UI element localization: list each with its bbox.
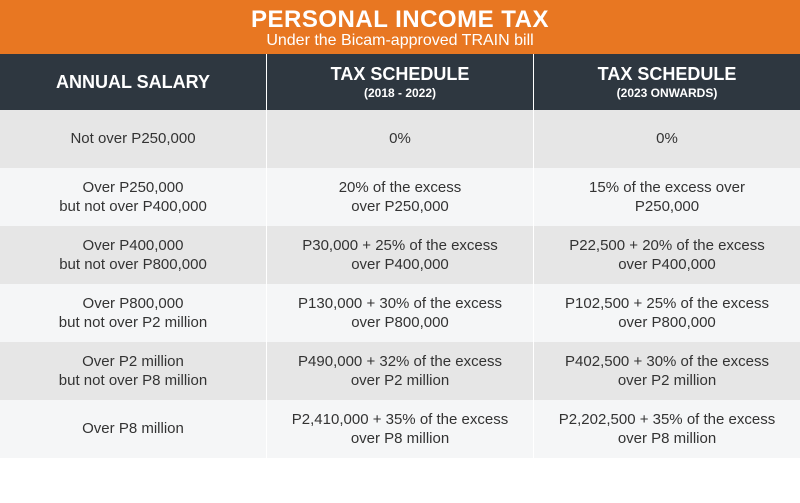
salary-cell: Over P2 millionbut not over P8 million [0,342,266,400]
cell-line: over P250,000 [351,197,449,217]
cell-line: over P400,000 [351,255,449,275]
tax-table-container: PERSONAL INCOME TAX Under the Bicam-appr… [0,0,800,458]
cell-line: Not over P250,000 [70,129,195,149]
cell-line: P130,000 + 30% of the excess [298,294,502,314]
cell-line: 0% [656,129,678,149]
tax-2018-cell: P30,000 + 25% of the excessover P400,000 [266,226,533,284]
column-header-row: ANNUAL SALARY TAX SCHEDULE (2018 - 2022)… [0,54,800,110]
header: PERSONAL INCOME TAX Under the Bicam-appr… [0,0,800,54]
cell-line: Over P8 million [82,419,184,439]
column-header-label: TAX SCHEDULE [542,64,792,85]
cell-line: over P2 million [618,371,716,391]
cell-line: P490,000 + 32% of the excess [298,352,502,372]
header-title: PERSONAL INCOME TAX [0,6,800,34]
salary-cell: Over P400,000but not over P800,000 [0,226,266,284]
cell-line: over P800,000 [618,313,716,333]
tax-2023-cell: P402,500 + 30% of the excessover P2 mill… [533,342,800,400]
tax-2023-cell: 0% [533,110,800,168]
cell-line: over P8 million [618,429,716,449]
cell-line: P30,000 + 25% of the excess [302,236,498,256]
salary-cell: Over P800,000but not over P2 million [0,284,266,342]
cell-line: Over P2 million [82,352,184,372]
cell-line: over P800,000 [351,313,449,333]
cell-line: 15% of the excess over [589,178,745,198]
cell-line: Over P400,000 [83,236,184,256]
cell-line: P2,410,000 + 35% of the excess [292,410,508,430]
tax-2018-cell: P2,410,000 + 35% of the excessover P8 mi… [266,400,533,458]
column-header-2018: TAX SCHEDULE (2018 - 2022) [266,54,533,110]
cell-line: but not over P400,000 [59,197,207,217]
column-header-label: ANNUAL SALARY [56,72,210,93]
table-row: Over P8 million P2,410,000 + 35% of the e… [0,400,800,458]
cell-line: Over P250,000 [83,178,184,198]
table-row: Over P2 millionbut not over P8 millionP4… [0,342,800,400]
tax-2018-cell: P490,000 + 32% of the excessover P2 mill… [266,342,533,400]
tax-2023-cell: P102,500 + 25% of the excessover P800,00… [533,284,800,342]
cell-line: P22,500 + 20% of the excess [569,236,765,256]
cell-line: over P8 million [351,429,449,449]
tax-2023-cell: 15% of the excess overP250,000 [533,168,800,226]
cell-line: P102,500 + 25% of the excess [565,294,769,314]
tax-2018-cell: P130,000 + 30% of the excessover P800,00… [266,284,533,342]
table-row: Over P800,000but not over P2 millionP130… [0,284,800,342]
table-row: Not over P250,000 0% 0% [0,110,800,168]
salary-cell: Over P250,000but not over P400,000 [0,168,266,226]
cell-line: but not over P2 million [59,313,207,333]
table-row: Over P400,000but not over P800,000P30,00… [0,226,800,284]
cell-line: 20% of the excess [339,178,462,198]
cell-line: P250,000 [635,197,699,217]
cell-line: but not over P800,000 [59,255,207,275]
table-body: Not over P250,0000%0%Over P250,000but no… [0,110,800,458]
cell-line: P2,202,500 + 35% of the excess [559,410,775,430]
column-header-salary: ANNUAL SALARY [0,54,266,110]
cell-line: over P400,000 [618,255,716,275]
column-header-2023: TAX SCHEDULE (2023 ONWARDS) [533,54,800,110]
tax-2023-cell: P2,202,500 + 35% of the excessover P8 mi… [533,400,800,458]
column-header-sublabel: (2018 - 2022) [275,86,525,100]
cell-line: but not over P8 million [59,371,207,391]
cell-line: P402,500 + 30% of the excess [565,352,769,372]
column-header-label: TAX SCHEDULE [275,64,525,85]
cell-line: 0% [389,129,411,149]
tax-2023-cell: P22,500 + 20% of the excessover P400,000 [533,226,800,284]
tax-2018-cell: 0% [266,110,533,168]
salary-cell: Not over P250,000 [0,110,266,168]
cell-line: over P2 million [351,371,449,391]
salary-cell: Over P8 million [0,400,266,458]
cell-line: Over P800,000 [83,294,184,314]
header-subtitle: Under the Bicam-approved TRAIN bill [0,32,800,50]
table-row: Over P250,000but not over P400,00020% of… [0,168,800,226]
column-header-sublabel: (2023 ONWARDS) [542,86,792,100]
tax-2018-cell: 20% of the excessover P250,000 [266,168,533,226]
